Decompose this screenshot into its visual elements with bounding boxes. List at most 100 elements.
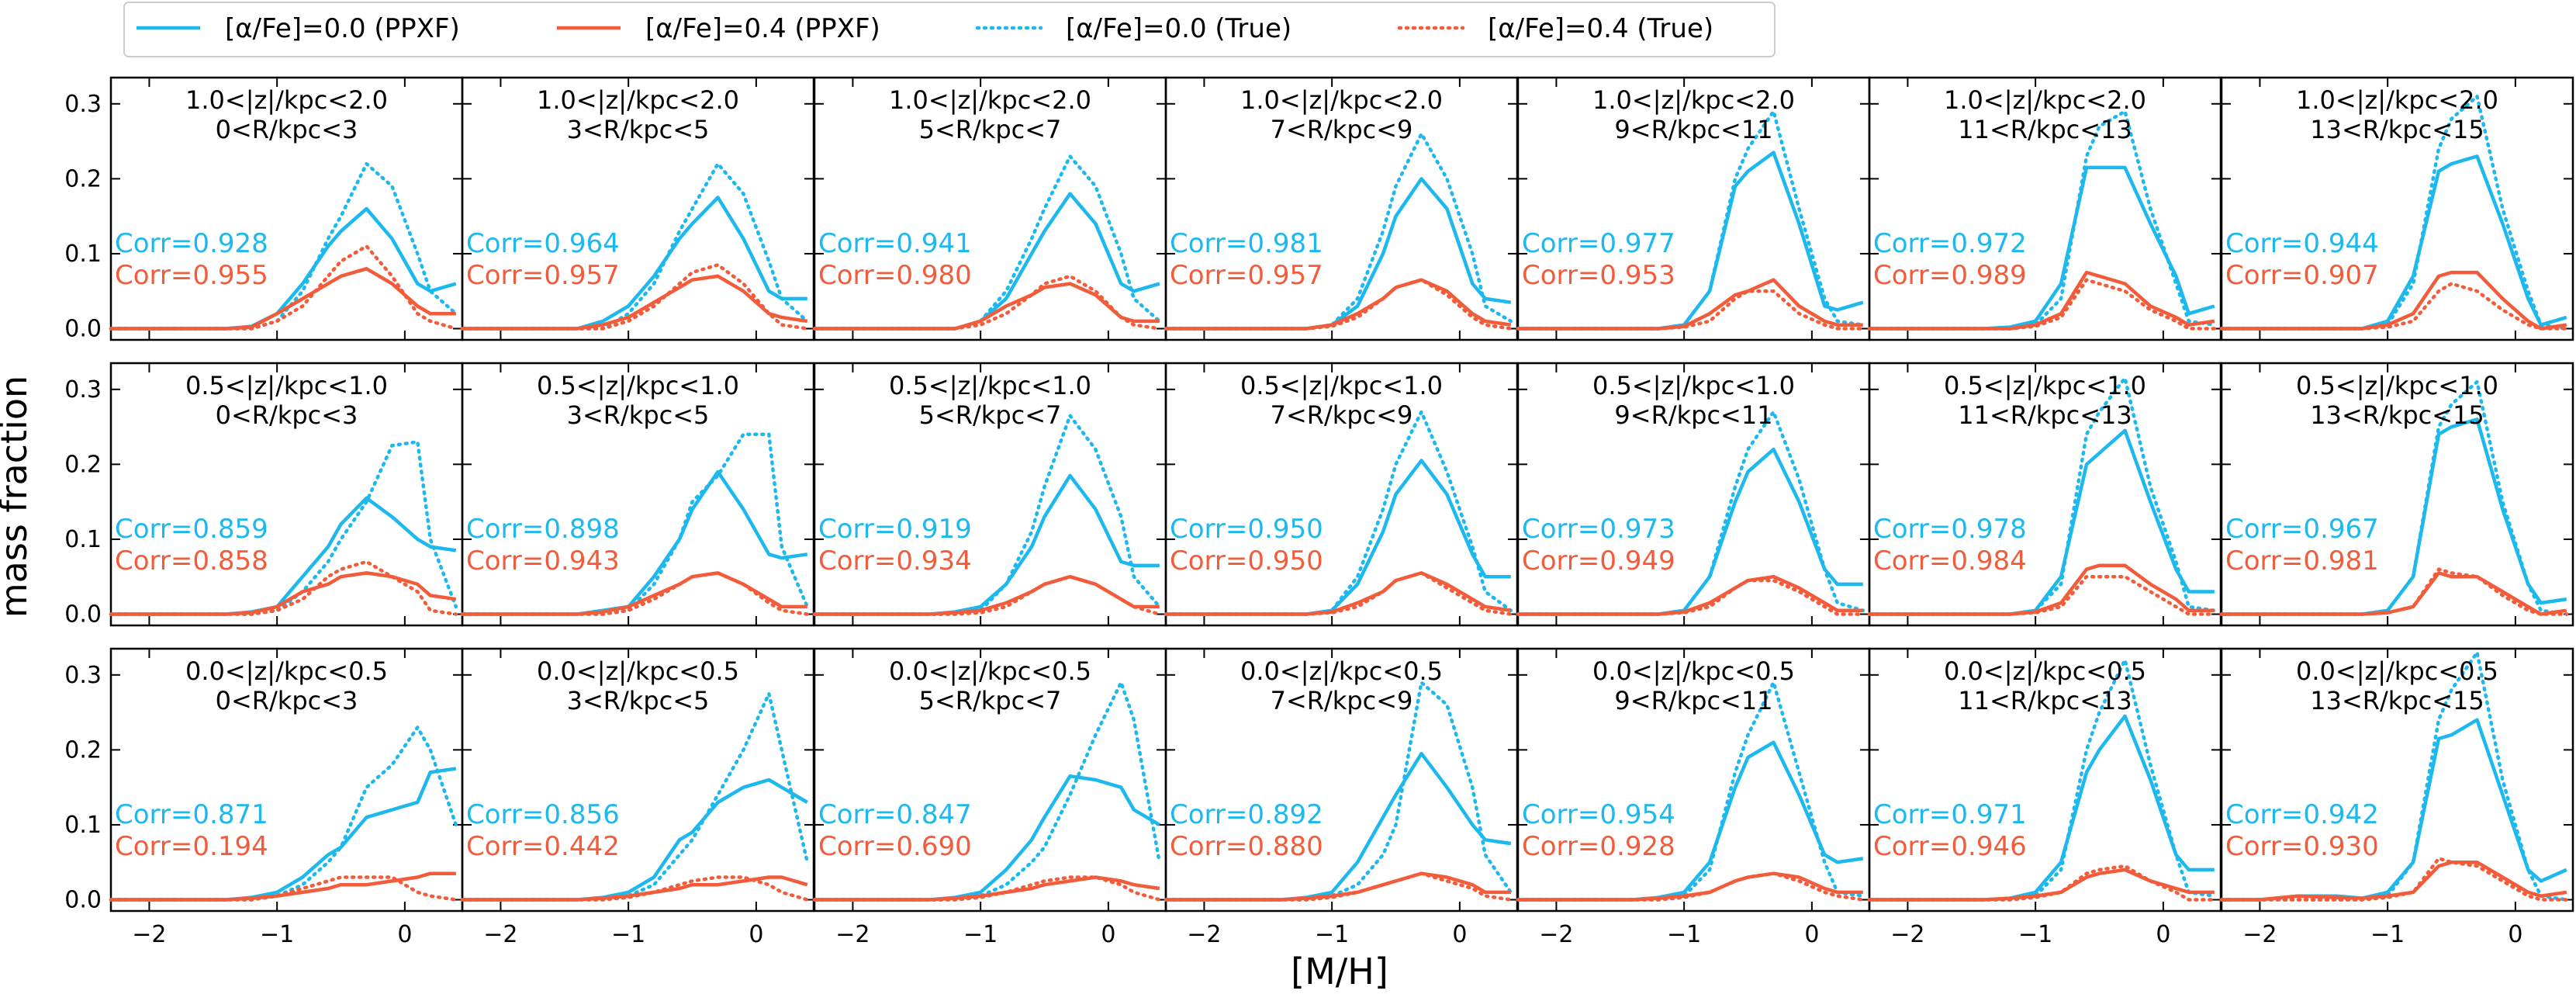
panel-title-z: 0.5<|z|/kpc<1.0: [1944, 371, 2146, 400]
corr-label-alpha00: Corr=0.950: [1170, 514, 1323, 545]
panel-title-r: 13<R/kpc<15: [2310, 115, 2484, 144]
panel-title-z: 0.0<|z|/kpc<0.5: [1944, 656, 2146, 686]
panel-3-5: −2 −1 0 0.0<|z|/kpc<0.59<R/kpc<11 Corr=0.954…: [1516, 647, 1871, 948]
corr-label-alpha04: Corr=0.957: [466, 260, 620, 291]
panel-title-r: 13<R/kpc<15: [2310, 400, 2484, 430]
x-tick-label: −2: [1187, 921, 1221, 948]
series-ppxf04: [2222, 860, 2567, 902]
panel-3-7: −2 −1 0 0.0<|z|/kpc<0.513<R/kpc<15 Corr=0.94…: [2219, 647, 2574, 948]
panel-title-r: 5<R/kpc<7: [919, 686, 1062, 715]
x-tick-label: −1: [1315, 921, 1349, 948]
x-tick-label: 0: [2508, 921, 2522, 948]
corr-label-alpha00: Corr=0.978: [1873, 514, 2027, 545]
x-tick-label: 0: [1452, 921, 1467, 948]
corr-label-alpha00: Corr=0.967: [2225, 514, 2379, 545]
y-tick-label: 0.2: [64, 736, 102, 764]
panel-title-z: 0.5<|z|/kpc<1.0: [2296, 371, 2498, 400]
y-tick-label: 0.3: [64, 376, 102, 403]
y-tick-label: 0.1: [64, 241, 102, 268]
corr-label-alpha00: Corr=0.944: [2225, 228, 2379, 259]
panel-title-r: 13<R/kpc<15: [2310, 686, 2484, 715]
panel-title-r: 0<R/kpc<3: [216, 115, 358, 144]
panel-frame: [2220, 647, 2574, 913]
panel-3-2: −2 −1 0 0.0<|z|/kpc<0.53<R/kpc<5 Corr=0.856C…: [460, 647, 815, 948]
panel-title-z: 1.0<|z|/kpc<2.0: [1240, 85, 1443, 115]
series-ppxf04: [814, 574, 1160, 616]
panel-title-r: 7<R/kpc<9: [1271, 115, 1413, 144]
corr-label-alpha04: Corr=0.907: [2225, 260, 2379, 291]
panel-title-z: 0.5<|z|/kpc<1.0: [1592, 371, 1795, 400]
series-ppxf04: [814, 875, 1160, 902]
x-tick-label: 0: [1804, 921, 1819, 948]
y-tick-label: 0.0: [64, 887, 102, 914]
corr-label-alpha04: Corr=0.934: [818, 545, 972, 577]
corr-label-alpha04: Corr=0.981: [2225, 545, 2379, 577]
panel-title-r: 9<R/kpc<11: [1614, 686, 1772, 715]
panel-title-r: 11<R/kpc<13: [1958, 686, 2132, 715]
x-tick-label: −2: [483, 921, 517, 948]
x-tick-label: −2: [1539, 921, 1573, 948]
series-ppxf04: [462, 875, 808, 902]
series-ppxf04: [1166, 571, 1512, 616]
x-tick-label: −2: [132, 921, 166, 948]
legend-frame: [123, 2, 1776, 57]
x-tick-label: −2: [2242, 921, 2277, 948]
y-tick-label: 0.3: [64, 662, 102, 689]
corr-label-alpha00: Corr=0.847: [818, 799, 972, 830]
corr-label-alpha00: Corr=0.859: [115, 514, 268, 545]
series-ppxf04: [1166, 278, 1512, 331]
x-tick-label: −1: [963, 921, 998, 948]
series-true04: [460, 571, 810, 616]
panel-title-z: 0.5<|z|/kpc<1.0: [889, 371, 1091, 400]
panel-title-z: 0.0<|z|/kpc<0.5: [537, 656, 739, 686]
panel-1-5: 1.0<|z|/kpc<2.09<R/kpc<11 Corr=0.977Corr=…: [1516, 76, 1871, 341]
panel-title-r: 5<R/kpc<7: [919, 400, 1062, 430]
corr-label-alpha04: Corr=0.928: [1522, 831, 1675, 862]
panel-title-r: 3<R/kpc<5: [567, 400, 710, 430]
corr-label-alpha00: Corr=0.898: [466, 514, 620, 545]
corr-label-alpha04: Corr=0.950: [1170, 545, 1323, 577]
panel-1-3: 1.0<|z|/kpc<2.05<R/kpc<7 Corr=0.941Corr=0…: [812, 76, 1167, 341]
panel-2-6: 0.5<|z|/kpc<1.011<R/kpc<13 Corr=0.978Corr…: [1867, 362, 2222, 627]
x-tick-label: −1: [260, 921, 294, 948]
corr-label-alpha00: Corr=0.856: [466, 799, 620, 830]
series-ppxf04: [1518, 278, 1863, 331]
panel-2-2: 0.5<|z|/kpc<1.03<R/kpc<5 Corr=0.898Corr=0…: [460, 362, 815, 627]
corr-label-alpha04: Corr=0.980: [818, 260, 972, 291]
legend-label-1: [α/Fe]=0.0 (PPXF): [225, 13, 460, 44]
legend: [α/Fe]=0.0 (PPXF) [α/Fe]=0.4 (PPXF) [α/Fe]…: [123, 2, 1776, 57]
corr-label-alpha00: Corr=0.941: [818, 228, 972, 259]
panel-title-r: 3<R/kpc<5: [567, 115, 710, 144]
panel-title-z: 0.0<|z|/kpc<0.5: [1240, 656, 1443, 686]
corr-label-alpha00: Corr=0.972: [1873, 228, 2027, 259]
panel-frame: [2220, 362, 2574, 627]
x-tick-label: −1: [611, 921, 645, 948]
series-ppxf04: [462, 571, 807, 616]
x-tick-label: −2: [1890, 921, 1924, 948]
x-tick-label: −1: [1667, 921, 1701, 948]
panel-1-6: 1.0<|z|/kpc<2.011<R/kpc<13 Corr=0.972Corr…: [1867, 76, 2222, 341]
panel-2-3: 0.5<|z|/kpc<1.05<R/kpc<7 Corr=0.919Corr=0…: [812, 362, 1167, 627]
panel-title-z: 0.0<|z|/kpc<0.5: [185, 656, 388, 686]
series-true00: [460, 691, 810, 902]
corr-label-alpha04: Corr=0.955: [115, 260, 268, 291]
corr-label-alpha04: Corr=0.858: [115, 545, 268, 577]
panel-2-1: 0.0 0.1 0.2 0.3 0.5<|z|/kpc<1.00<R/kpc<3 Corr…: [64, 362, 464, 629]
corr-label-alpha04: Corr=0.690: [818, 831, 972, 862]
x-tick-label: 0: [1101, 921, 1115, 948]
corr-label-alpha04: Corr=0.949: [1522, 545, 1675, 577]
panel-title-r: 7<R/kpc<9: [1271, 686, 1413, 715]
series-ppxf04: [1518, 574, 1863, 616]
series-ppxf04: [1518, 871, 1863, 902]
panel-title-z: 0.0<|z|/kpc<0.5: [1592, 656, 1795, 686]
panel-title-z: 1.0<|z|/kpc<2.0: [185, 85, 388, 115]
panel-title-z: 1.0<|z|/kpc<2.0: [1944, 85, 2146, 115]
panel-title-r: 9<R/kpc<11: [1614, 115, 1772, 144]
x-tick-label: −1: [2370, 921, 2405, 948]
panel-title-z: 0.5<|z|/kpc<1.0: [537, 371, 739, 400]
x-tick-label: 0: [397, 921, 412, 948]
x-tick-label: 0: [2156, 921, 2170, 948]
panel-title-r: 11<R/kpc<13: [1958, 400, 2132, 430]
series-ppxf04: [111, 871, 456, 902]
